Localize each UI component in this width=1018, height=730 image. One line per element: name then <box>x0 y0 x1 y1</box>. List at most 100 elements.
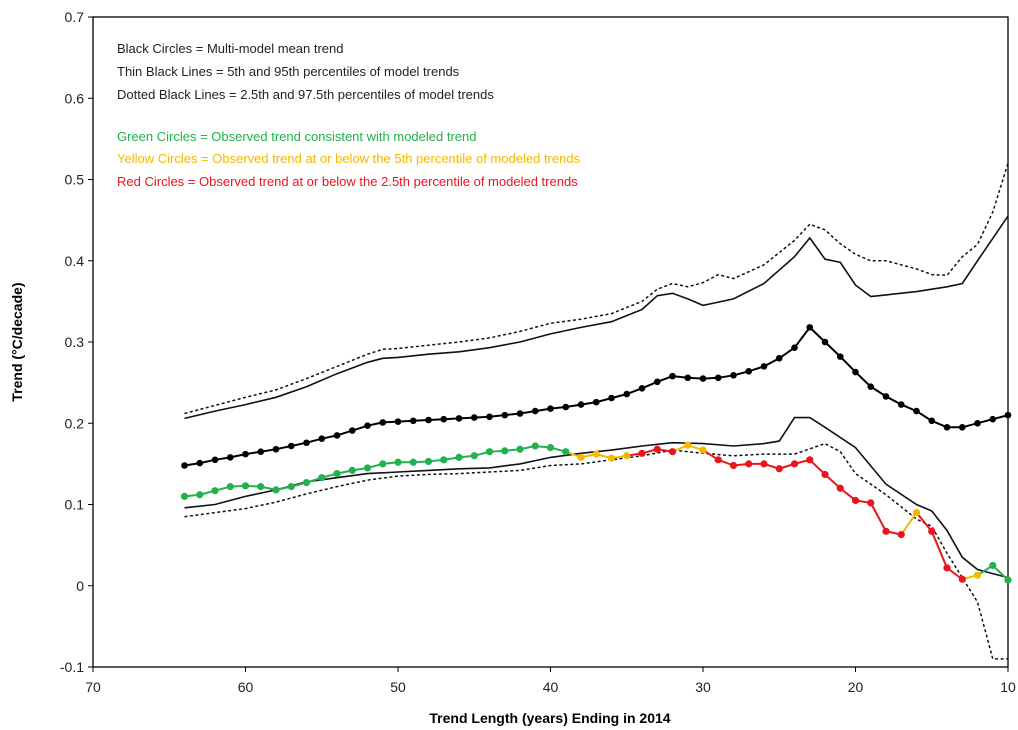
x-tick-label: 60 <box>238 679 254 695</box>
observed-point-red <box>806 456 814 464</box>
series-layer <box>180 163 1012 660</box>
observed-point-red <box>851 496 860 505</box>
mean-point <box>409 417 417 425</box>
p975-dotted-line <box>184 163 1009 415</box>
observed-point-green <box>226 483 234 491</box>
mean-point <box>852 368 859 376</box>
mean-point <box>181 462 188 469</box>
legend-line: Black Circles = Multi-model mean trend <box>117 41 344 56</box>
observed-point-green <box>424 457 433 466</box>
mean-point <box>348 427 356 434</box>
mean-point <box>516 410 524 417</box>
x-axis: 70 60 50 40 30 20 10 <box>85 667 1016 695</box>
mean-point <box>196 459 204 467</box>
plot-frame <box>92 16 1009 668</box>
mean-point <box>836 353 844 360</box>
mean-point <box>257 448 265 455</box>
y-tick-label: 0.3 <box>65 334 85 350</box>
mean-point <box>379 419 387 426</box>
observed-point-red <box>897 530 905 539</box>
mean-point <box>1004 411 1012 419</box>
mean-point <box>791 344 798 351</box>
mean-point <box>806 324 814 331</box>
x-tick-label: 10 <box>1000 679 1016 695</box>
observed-point-green <box>501 447 509 455</box>
legend-line: Red Circles = Observed trend at or below… <box>117 174 578 189</box>
observed-point-yellow <box>699 446 707 454</box>
mean-point <box>486 413 493 421</box>
legend-line: Yellow Circles = Observed trend at or be… <box>117 151 581 166</box>
observed-point-green <box>440 456 448 464</box>
observed-point-red <box>775 465 783 473</box>
observed-point-red <box>882 527 890 535</box>
observed-point-green <box>455 453 463 461</box>
observed-point-yellow <box>684 441 692 449</box>
observed-point-red <box>653 445 661 453</box>
mean-point <box>211 456 219 464</box>
mean-point <box>913 407 920 415</box>
mean-point <box>226 454 234 461</box>
mean-point <box>745 367 753 375</box>
legend-line: Dotted Black Lines = 2.5th and 97.5th pe… <box>117 87 494 102</box>
mean-point <box>653 378 661 386</box>
mean-point <box>242 450 249 458</box>
mean-point <box>730 372 737 379</box>
mean-point <box>958 424 966 431</box>
observed-point-red <box>729 461 738 470</box>
mean-point <box>638 385 646 392</box>
y-tick-label: 0.1 <box>65 497 85 513</box>
mean-point <box>714 374 722 382</box>
observed-segment <box>869 502 887 532</box>
observed-point-green <box>180 492 189 500</box>
mean-point <box>547 405 554 412</box>
observed-point-yellow <box>973 571 982 579</box>
observed-point-yellow <box>623 452 631 460</box>
observed-point-yellow <box>607 454 616 462</box>
mean-point <box>897 401 905 408</box>
mean-point <box>425 416 432 424</box>
observed-point-green <box>196 491 204 499</box>
mean-point <box>364 422 371 429</box>
observed-point-green <box>989 561 997 570</box>
observed-point-red <box>928 527 936 535</box>
y-tick-label: -0.1 <box>60 659 84 675</box>
observed-point-red <box>943 564 951 572</box>
mean-point <box>623 390 631 398</box>
observed-segment <box>915 511 933 532</box>
mean-point <box>440 415 448 423</box>
legend: Black Circles = Multi-model mean trend Th… <box>117 41 581 189</box>
observed-point-green <box>1004 576 1012 584</box>
observed-point-green <box>409 458 417 466</box>
x-tick-label: 70 <box>85 679 101 695</box>
observed-point-green <box>211 487 219 495</box>
legend-line: Green Circles = Observed trend consisten… <box>117 129 476 144</box>
observed-point-green <box>516 445 524 453</box>
p25-dotted-line <box>184 442 1008 660</box>
y-tick-label: 0.7 <box>65 9 85 25</box>
legend-line: Thin Black Lines = 5th and 95th percenti… <box>117 64 460 79</box>
mean-point <box>455 415 463 422</box>
observed-point-green <box>485 448 494 456</box>
observed-segment <box>930 530 948 569</box>
mean-point <box>394 418 402 425</box>
observed-point-red <box>958 575 966 583</box>
mean-point <box>928 417 936 425</box>
observed-point-red <box>790 460 799 468</box>
x-tick-label: 50 <box>390 679 406 695</box>
observed-point-red <box>836 484 844 492</box>
observed-point-green <box>379 460 387 468</box>
observed-point-green <box>241 482 250 490</box>
mean-point <box>989 415 997 423</box>
observed-point-green <box>348 466 356 474</box>
mean-point <box>333 432 341 439</box>
mean-point <box>318 435 326 442</box>
mean-point <box>562 403 570 411</box>
observed-point-green <box>272 486 280 494</box>
mean-point <box>272 445 280 453</box>
observed-point-green <box>363 464 372 472</box>
mean-point <box>684 374 692 382</box>
mean-point <box>470 414 478 421</box>
observed-point-green <box>546 444 555 452</box>
observed-point-yellow <box>592 450 600 458</box>
mean-point <box>501 411 509 419</box>
